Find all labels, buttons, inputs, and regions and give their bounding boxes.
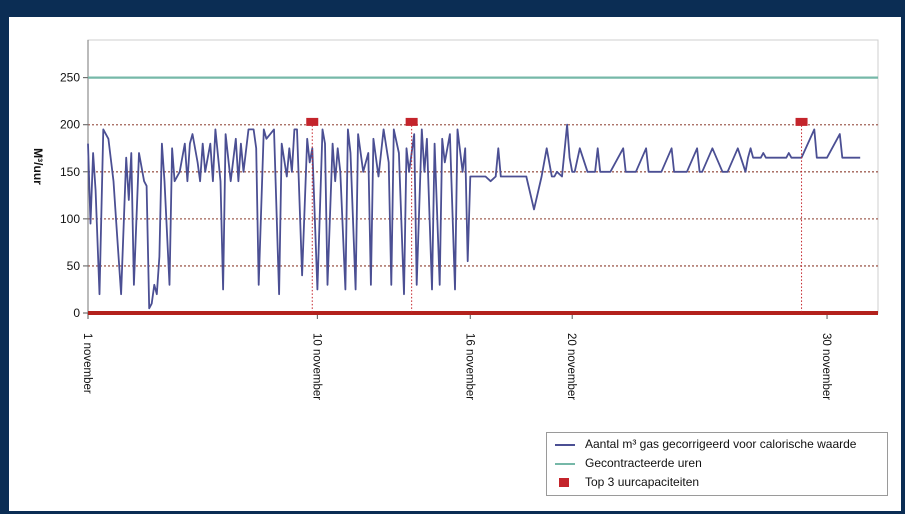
x-tick-label: 1 november xyxy=(81,333,93,394)
y-tick-label: 250 xyxy=(60,71,80,85)
legend-label-consumption: Aantal m³ gas gecorrigeerd voor calorisc… xyxy=(585,437,857,451)
legend-item-consumption: Aantal m³ gas gecorrigeerd voor calorisc… xyxy=(547,436,887,454)
y-tick-label: 50 xyxy=(67,259,81,273)
series-layer xyxy=(87,76,878,310)
top3-marker xyxy=(306,117,319,126)
legend-swatch-consumption xyxy=(555,444,575,446)
y-tick-label: 200 xyxy=(60,118,80,132)
x-tick-label: 16 november xyxy=(463,333,475,400)
marker-layer xyxy=(306,117,808,313)
legend-item-contract: Gecontracteerde uren xyxy=(547,455,887,473)
y-tick-label: 100 xyxy=(60,212,80,226)
legend-label-top3: Top 3 uurcapaciteiten xyxy=(585,475,700,489)
legend: Aantal m³ gas gecorrigeerd voor calorisc… xyxy=(546,432,888,496)
axis-layer: 0 50 100 150 200 250 1 november 10 november 16 n… xyxy=(60,40,878,400)
legend-label-contract: Gecontracteerde uren xyxy=(585,456,702,470)
x-tick-label: 20 november xyxy=(565,333,577,400)
series-consumption-line xyxy=(87,123,861,310)
top3-marker xyxy=(795,117,808,126)
top3-marker xyxy=(405,117,418,126)
legend-swatch-top3 xyxy=(559,478,569,487)
y-axis-label: M³/uur xyxy=(31,148,45,185)
x-tick-label: 10 november xyxy=(310,333,322,400)
x-tick-label: 30 november xyxy=(820,333,832,400)
y-tick-label: 0 xyxy=(73,306,80,320)
legend-swatch-contract xyxy=(555,463,575,465)
legend-item-top3: Top 3 uurcapaciteiten xyxy=(547,474,887,492)
y-tick-label: 150 xyxy=(60,165,80,179)
